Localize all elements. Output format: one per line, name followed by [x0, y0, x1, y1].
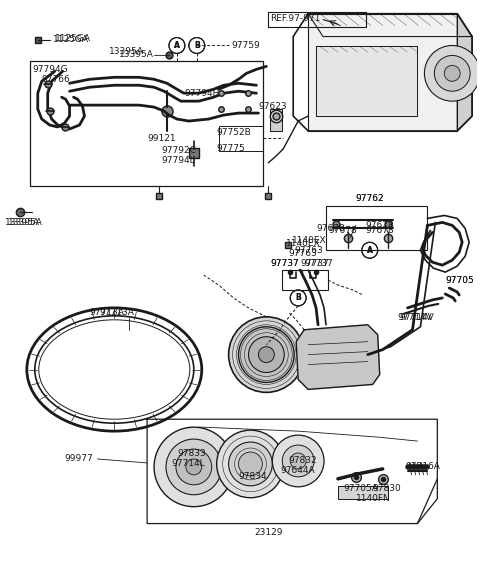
- Text: 97678: 97678: [366, 226, 395, 235]
- Text: 97713A: 97713A: [99, 309, 134, 317]
- Circle shape: [249, 337, 284, 372]
- Text: 97775: 97775: [216, 144, 245, 153]
- Polygon shape: [316, 46, 418, 116]
- Text: 97792C: 97792C: [161, 146, 196, 155]
- Text: 97716A: 97716A: [406, 462, 441, 472]
- Polygon shape: [457, 14, 472, 131]
- Bar: [219, 126, 264, 151]
- Circle shape: [228, 317, 304, 393]
- Text: 97833: 97833: [177, 450, 205, 459]
- Text: A: A: [174, 41, 180, 50]
- Text: 1125GA: 1125GA: [53, 35, 89, 44]
- Text: 23129: 23129: [254, 528, 283, 537]
- Text: A: A: [174, 41, 180, 50]
- Text: 97759: 97759: [231, 41, 260, 50]
- Text: 97737: 97737: [300, 259, 329, 267]
- Text: 13395A: 13395A: [109, 47, 144, 56]
- Text: 97830: 97830: [373, 484, 401, 493]
- Text: 97763: 97763: [288, 249, 317, 258]
- Text: 97705A: 97705A: [343, 484, 378, 493]
- Text: 97737: 97737: [270, 259, 299, 267]
- Text: 97678: 97678: [316, 224, 345, 233]
- Text: 97762: 97762: [356, 194, 384, 203]
- Polygon shape: [308, 14, 457, 131]
- Circle shape: [424, 45, 480, 101]
- Circle shape: [239, 452, 263, 476]
- Bar: [268, 12, 366, 27]
- Text: 1140FN: 1140FN: [356, 494, 391, 503]
- Text: 13395A: 13395A: [5, 218, 40, 227]
- Text: 97762: 97762: [356, 194, 384, 203]
- Text: 97623: 97623: [258, 102, 287, 111]
- Text: 97714V: 97714V: [397, 313, 432, 322]
- Text: 97763: 97763: [294, 246, 323, 255]
- Text: B: B: [194, 41, 200, 50]
- Circle shape: [282, 445, 314, 477]
- Text: 97678: 97678: [366, 221, 395, 230]
- Circle shape: [166, 439, 222, 495]
- Text: 97794H: 97794H: [184, 89, 219, 97]
- Circle shape: [216, 430, 284, 498]
- Polygon shape: [308, 14, 472, 37]
- Circle shape: [186, 459, 202, 475]
- Bar: [30, 61, 264, 186]
- Text: 1125GA: 1125GA: [55, 34, 91, 43]
- Text: B: B: [194, 41, 200, 50]
- Bar: [338, 486, 388, 499]
- Text: 97714L: 97714L: [171, 459, 204, 469]
- Circle shape: [258, 347, 275, 362]
- Text: 97834: 97834: [239, 472, 267, 481]
- Bar: [282, 270, 328, 290]
- Text: 97794L: 97794L: [161, 156, 195, 165]
- Circle shape: [239, 327, 294, 382]
- Circle shape: [434, 56, 470, 91]
- Text: 97705: 97705: [445, 276, 474, 285]
- Polygon shape: [296, 325, 380, 389]
- Text: 97705: 97705: [445, 276, 474, 285]
- Circle shape: [228, 442, 272, 486]
- Text: 97752B: 97752B: [216, 128, 252, 137]
- Text: 97832: 97832: [288, 456, 317, 466]
- Text: 97794G: 97794G: [33, 65, 69, 74]
- Text: 97713A: 97713A: [89, 309, 124, 317]
- Text: 97714V: 97714V: [399, 313, 434, 322]
- Circle shape: [176, 449, 212, 485]
- Text: 99977: 99977: [65, 455, 93, 463]
- Bar: [326, 205, 427, 250]
- Text: 99121: 99121: [147, 135, 176, 143]
- Bar: [270, 109, 282, 131]
- Circle shape: [290, 453, 306, 469]
- Circle shape: [154, 427, 234, 507]
- Text: 1140EX: 1140EX: [292, 236, 327, 245]
- Text: REF.97-971: REF.97-971: [270, 14, 321, 23]
- Text: 1140EX: 1140EX: [286, 239, 321, 248]
- Text: A: A: [367, 246, 372, 255]
- Text: 97766: 97766: [42, 75, 71, 84]
- Circle shape: [272, 435, 324, 487]
- Text: 97678: 97678: [328, 226, 357, 235]
- Text: B: B: [295, 293, 301, 302]
- Text: 97644A: 97644A: [280, 466, 315, 476]
- Circle shape: [444, 66, 460, 81]
- Text: A: A: [367, 246, 372, 255]
- Text: 13395A: 13395A: [8, 218, 43, 227]
- Text: 13395A: 13395A: [119, 50, 154, 59]
- Text: 97737: 97737: [270, 259, 299, 267]
- Text: B: B: [295, 293, 301, 302]
- Text: 97737: 97737: [304, 259, 333, 267]
